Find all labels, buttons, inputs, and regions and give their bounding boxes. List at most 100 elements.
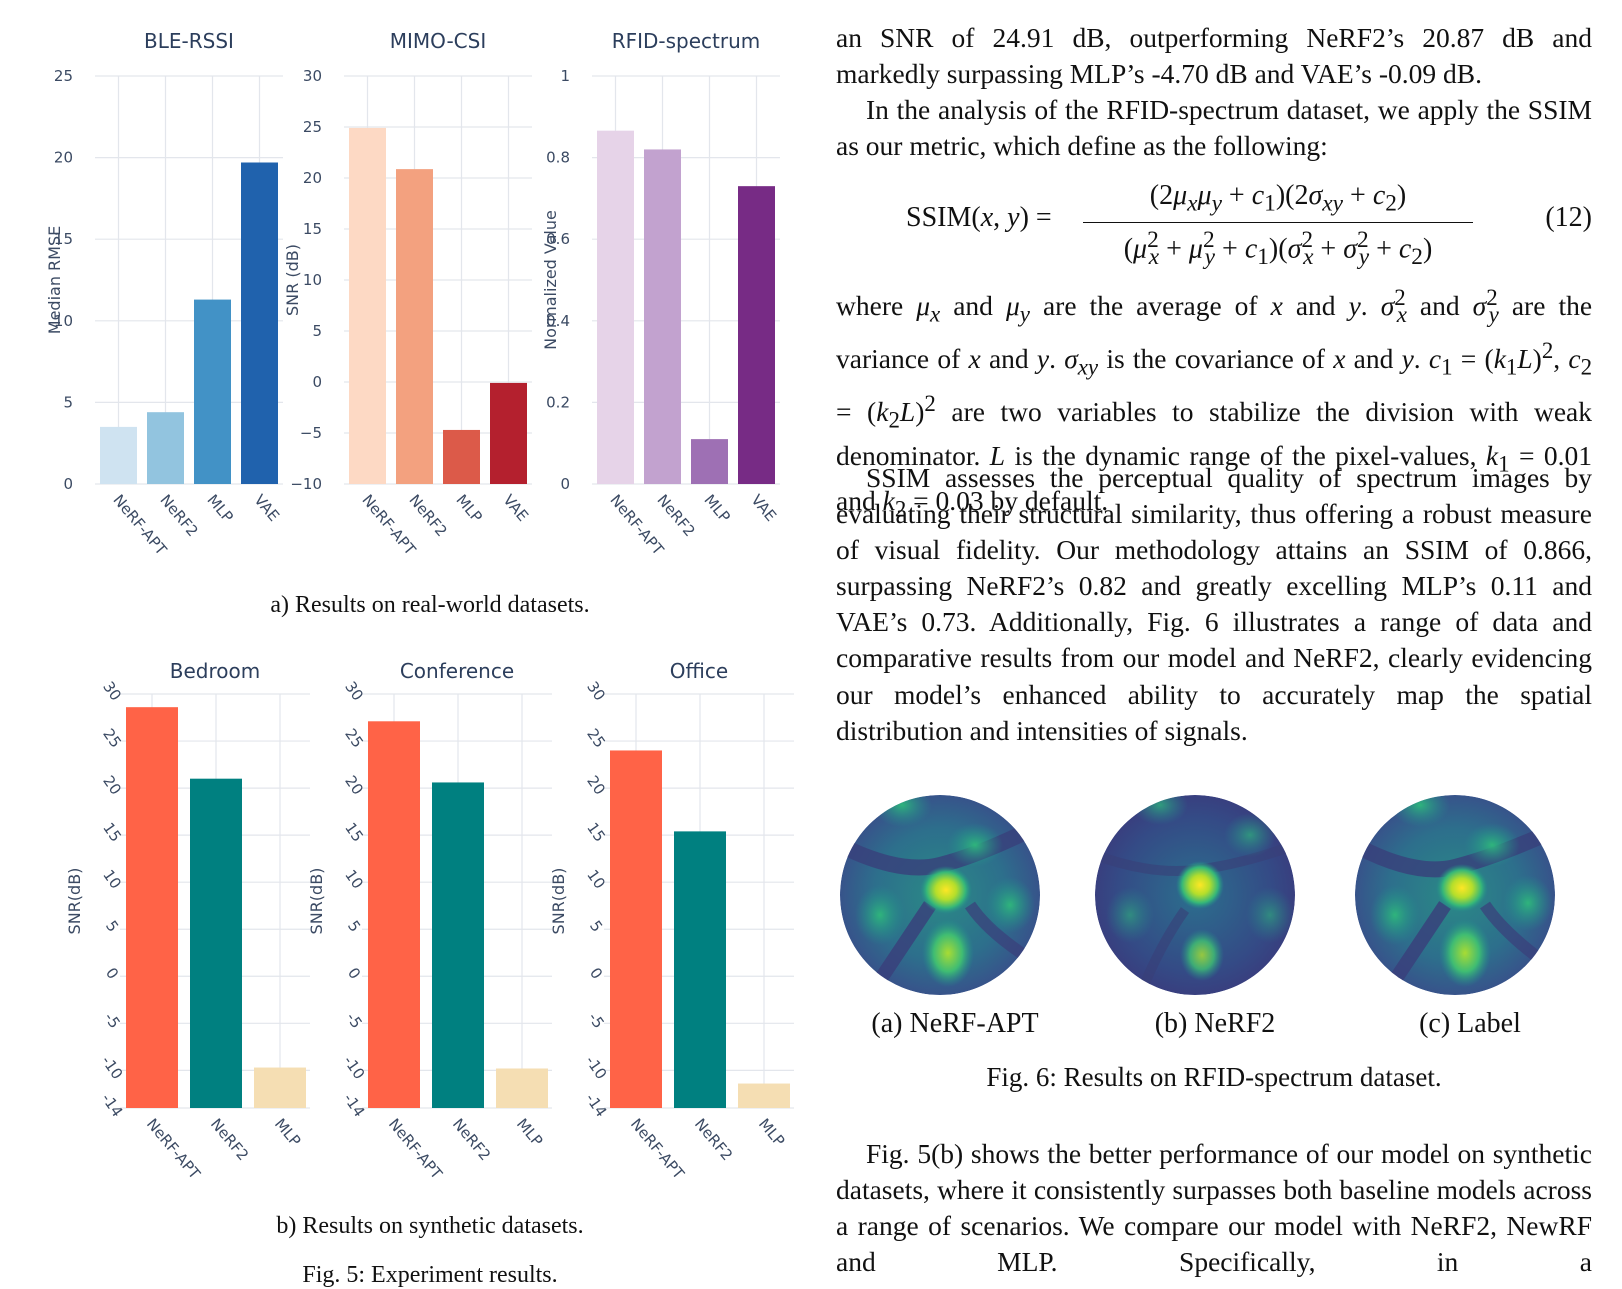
y-tick-label: -14 xyxy=(582,1090,611,1120)
spectrum-image-nerf2 xyxy=(1095,795,1295,995)
x-tick-label: NeRF2 xyxy=(653,491,698,540)
y-tick-label: 20 xyxy=(583,772,609,798)
paragraph-ssim-assessment: SSIM assesses the perceptual quality of … xyxy=(836,462,1592,746)
y-axis-label: SNR(dB) xyxy=(549,868,568,935)
y-axis-label: Median RMSE xyxy=(45,226,64,334)
bar-vae xyxy=(490,382,527,484)
figure-6-label-nerf-apt: (a) NeRF-APT xyxy=(871,1008,1039,1039)
paragraph-snr-results: an SNR of 24.91 dB, outperforming NeRF2’… xyxy=(836,22,1592,90)
paragraph-synthetic-results: Fig. 5(b) shows the better performance o… xyxy=(836,1138,1592,1278)
x-tick-label: NeRF2 xyxy=(405,491,450,540)
y-tick-label: 25 xyxy=(341,725,367,751)
x-tick-label: NeRF2 xyxy=(156,491,201,540)
y-tick-label: 5 xyxy=(63,393,73,411)
chart-title: BLE-RSSI xyxy=(144,29,234,53)
x-tick-label: NeRF2 xyxy=(449,1115,494,1164)
x-tick-label: NeRF-APT xyxy=(627,1115,688,1183)
y-tick-label: 15 xyxy=(99,819,125,845)
y-tick-label: 30 xyxy=(99,678,125,704)
x-tick-label: MLP xyxy=(700,491,733,526)
text-by-default: by default. xyxy=(990,484,1109,516)
y-tick-label: 20 xyxy=(99,772,125,798)
y-tick-label: 0.6 xyxy=(546,230,570,248)
y-tick-label: 0 xyxy=(312,373,322,391)
x-tick-label: MLP xyxy=(452,491,485,526)
figure-6-label-label: (c) Label xyxy=(1419,1008,1521,1039)
y-tick-label: 0.4 xyxy=(546,312,570,330)
y-tick-label: 25 xyxy=(54,67,73,85)
y-axis-label: Normalized Value xyxy=(541,210,560,350)
y-tick-label: 0 xyxy=(586,964,606,982)
chart-title: Bedroom xyxy=(170,659,260,683)
y-tick-label: 25 xyxy=(583,725,609,751)
y-tick-label: 15 xyxy=(303,220,322,238)
x-tick-label: MLP xyxy=(203,491,236,526)
paragraph-rfid-analysis: In the analysis of the RFID-spectrum dat… xyxy=(836,94,1592,162)
paragraph-ssim-definition: where μx and μy are the average of x and… xyxy=(836,285,1593,522)
bar-nerf2 xyxy=(190,778,242,1108)
figure-6-spectrum-images xyxy=(840,795,1555,995)
y-tick-label: 30 xyxy=(583,678,609,704)
spectrum-image-nerf-apt xyxy=(840,795,1040,995)
chart-office: -14 -10 -5 0 5 10 15 20 25 30 NeRF-APT NeRF2 MLP Offi… xyxy=(549,659,794,1183)
ssim-equation: SSIM(x, y) = (2μxμy + c1)(2σxy + c2) (μ2… xyxy=(906,180,1592,270)
figure-5b-caption: b) Results on synthetic datasets. xyxy=(276,1213,584,1239)
bar-mlp xyxy=(443,429,480,484)
x-tick-label: VAE xyxy=(499,491,531,525)
y-tick-label: 0 xyxy=(63,475,73,493)
y-tick-label: -10 xyxy=(340,1052,369,1082)
bar-vae xyxy=(738,186,775,484)
y-tick-label: 10 xyxy=(583,866,609,892)
y-tick-label: -5 xyxy=(342,1009,365,1032)
bar-mlp xyxy=(254,1067,306,1108)
bar-nerf-apt xyxy=(100,426,137,484)
bar-mlp xyxy=(496,1068,548,1108)
text-where: where xyxy=(836,290,904,322)
bar-mlp xyxy=(738,1083,790,1108)
bar-mlp xyxy=(194,299,231,484)
y-tick-label: 0 xyxy=(102,964,122,982)
y-tick-label: 0.2 xyxy=(546,393,570,411)
x-tick-label: NeRF2 xyxy=(207,1115,252,1164)
chart-title: Conference xyxy=(400,659,514,683)
y-tick-label: 30 xyxy=(341,678,367,704)
y-tick-label: -10 xyxy=(98,1052,127,1082)
spectrum-image-label xyxy=(1355,795,1555,995)
text-variance-of: the variance of xyxy=(836,290,1593,374)
bar-nerf2 xyxy=(644,149,681,484)
figure-6-caption: Fig. 6: Results on RFID-spectrum dataset… xyxy=(986,1062,1442,1092)
text-stabilize: are two variables to stabilize the divis… xyxy=(836,395,1593,472)
y-tick-label: 5 xyxy=(344,917,364,935)
y-tick-label: −5 xyxy=(300,424,322,442)
chart-conference: -14 -10 -5 0 5 10 15 20 25 30 NeRF-APT NeRF2 MLP Conf… xyxy=(307,659,552,1183)
y-tick-label: 20 xyxy=(303,169,322,187)
chart-title: Office xyxy=(670,659,728,683)
x-tick-label: VAE xyxy=(747,491,779,525)
x-tick-label: NeRF-APT xyxy=(143,1115,204,1183)
text-covariance-of: is the covariance of xyxy=(1106,342,1325,374)
x-tick-label: VAE xyxy=(250,491,282,525)
bar-nerf2 xyxy=(432,782,484,1108)
y-tick-label: -5 xyxy=(100,1009,123,1032)
y-tick-label: 15 xyxy=(341,819,367,845)
bar-nerf-apt xyxy=(610,750,662,1108)
bar-vae xyxy=(241,162,278,484)
bar-nerf2 xyxy=(674,831,726,1108)
y-tick-label: 0.8 xyxy=(546,149,570,167)
x-tick-label: MLP xyxy=(271,1115,304,1150)
y-tick-label: 0 xyxy=(344,964,364,982)
y-tick-label: −10 xyxy=(290,475,322,493)
bar-mlp xyxy=(691,439,728,484)
figure-6-label-nerf2: (b) NeRF2 xyxy=(1154,1008,1276,1039)
bar-nerf2 xyxy=(396,169,433,484)
figure-5-main-caption: Fig. 5: Experiment results. xyxy=(302,1262,558,1288)
y-tick-label: 20 xyxy=(54,149,73,167)
y-tick-label: -5 xyxy=(584,1009,607,1032)
bar-nerf2 xyxy=(147,412,184,484)
y-tick-label: 30 xyxy=(303,67,322,85)
x-tick-label: NeRF2 xyxy=(691,1115,736,1164)
chart-title: RFID-spectrum xyxy=(612,29,761,53)
